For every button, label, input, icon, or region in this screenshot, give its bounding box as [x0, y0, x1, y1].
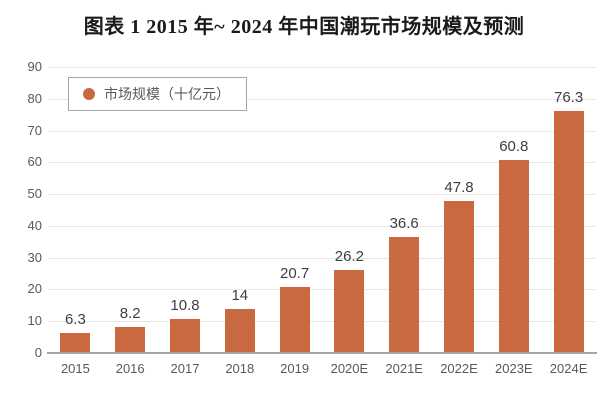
- x-axis-line: [47, 352, 597, 354]
- plot-area: 6.3 8.2 10.8 14 20.7 26.2 36.6 47.8 60.8 76.3: [47, 67, 597, 354]
- x-tick-label-2016: 2016: [115, 361, 145, 376]
- x-tick-label-2020E: 2020E: [330, 361, 369, 376]
- y-tick-label: 30: [27, 249, 42, 265]
- bar-2024E: [553, 110, 584, 353]
- x-tick-label-2022E: 2022E: [440, 361, 478, 376]
- bar-value-label-2020E: 26.2: [334, 247, 364, 265]
- bar-2022E: [444, 201, 474, 353]
- bar-2016: [115, 326, 146, 353]
- bar-2023E: [498, 159, 529, 353]
- bar-value-label-2015: 6.3: [64, 310, 86, 328]
- y-axis: 0 10 20 30 40 50 60 70 80 90: [0, 59, 42, 360]
- gridline-y-70: [48, 130, 596, 132]
- y-tick-label: 80: [27, 90, 42, 106]
- x-tick-label-2018: 2018: [225, 361, 255, 376]
- bar-value-label-2021E: 36.6: [389, 214, 419, 232]
- x-axis: 2015 2016 2017 2018 2019 2020E 2021E 2022E 2023E…: [48, 361, 596, 381]
- y-tick-label: 0: [34, 345, 42, 360]
- y-tick-label: 20: [27, 281, 42, 297]
- legend-label: 市场规模（十亿元）: [104, 86, 230, 102]
- bar-value-label-2019: 20.7: [279, 265, 310, 283]
- legend: 市场规模（十亿元）: [68, 77, 247, 111]
- gridline-y-80: [48, 98, 596, 100]
- bar-2020E: [334, 269, 365, 353]
- y-tick-label: 40: [27, 217, 42, 233]
- bar-value-label-2016: 8.2: [119, 304, 141, 322]
- bar-value-label-2018: 14: [231, 286, 249, 304]
- y-tick-label: 90: [27, 59, 42, 74]
- bar-value-label-2023E: 60.8: [499, 137, 529, 155]
- bar-2017: [170, 318, 200, 353]
- legend-series-marker-icon: [83, 88, 95, 100]
- x-tick-label-2015: 2015: [60, 361, 90, 376]
- x-tick-label-2023E: 2023E: [495, 361, 533, 376]
- bar-value-label-2022E: 47.8: [444, 179, 474, 197]
- bar-2015: [60, 332, 91, 353]
- y-tick-label: 50: [27, 186, 42, 202]
- gridline-y-20: [48, 289, 596, 291]
- bar-2018: [224, 308, 255, 353]
- bar-2019: [279, 287, 310, 353]
- bar-2021E: [389, 236, 420, 353]
- x-tick-label-2017: 2017: [170, 361, 200, 376]
- gridline-y-90: [48, 67, 596, 68]
- bar-value-label-2017: 10.8: [170, 296, 200, 314]
- bar-value-label-2024E: 76.3: [553, 88, 584, 106]
- y-tick-label: 60: [27, 154, 42, 170]
- x-tick-label-2021E: 2021E: [385, 361, 423, 376]
- y-tick-label: 10: [27, 313, 42, 329]
- chart-title: 图表 1 2015 年~ 2024 年中国潮玩市场规模及预测: [83, 16, 525, 38]
- gridline-y-40: [48, 225, 596, 227]
- x-tick-label-2024E: 2024E: [549, 361, 588, 376]
- x-tick-label-2019: 2019: [280, 361, 310, 376]
- gridline-y-10: [48, 321, 596, 323]
- gridline-y-50: [48, 194, 596, 196]
- y-tick-label: 70: [27, 122, 42, 138]
- gridline-y-60: [48, 162, 596, 164]
- gridline-y-30: [48, 257, 596, 259]
